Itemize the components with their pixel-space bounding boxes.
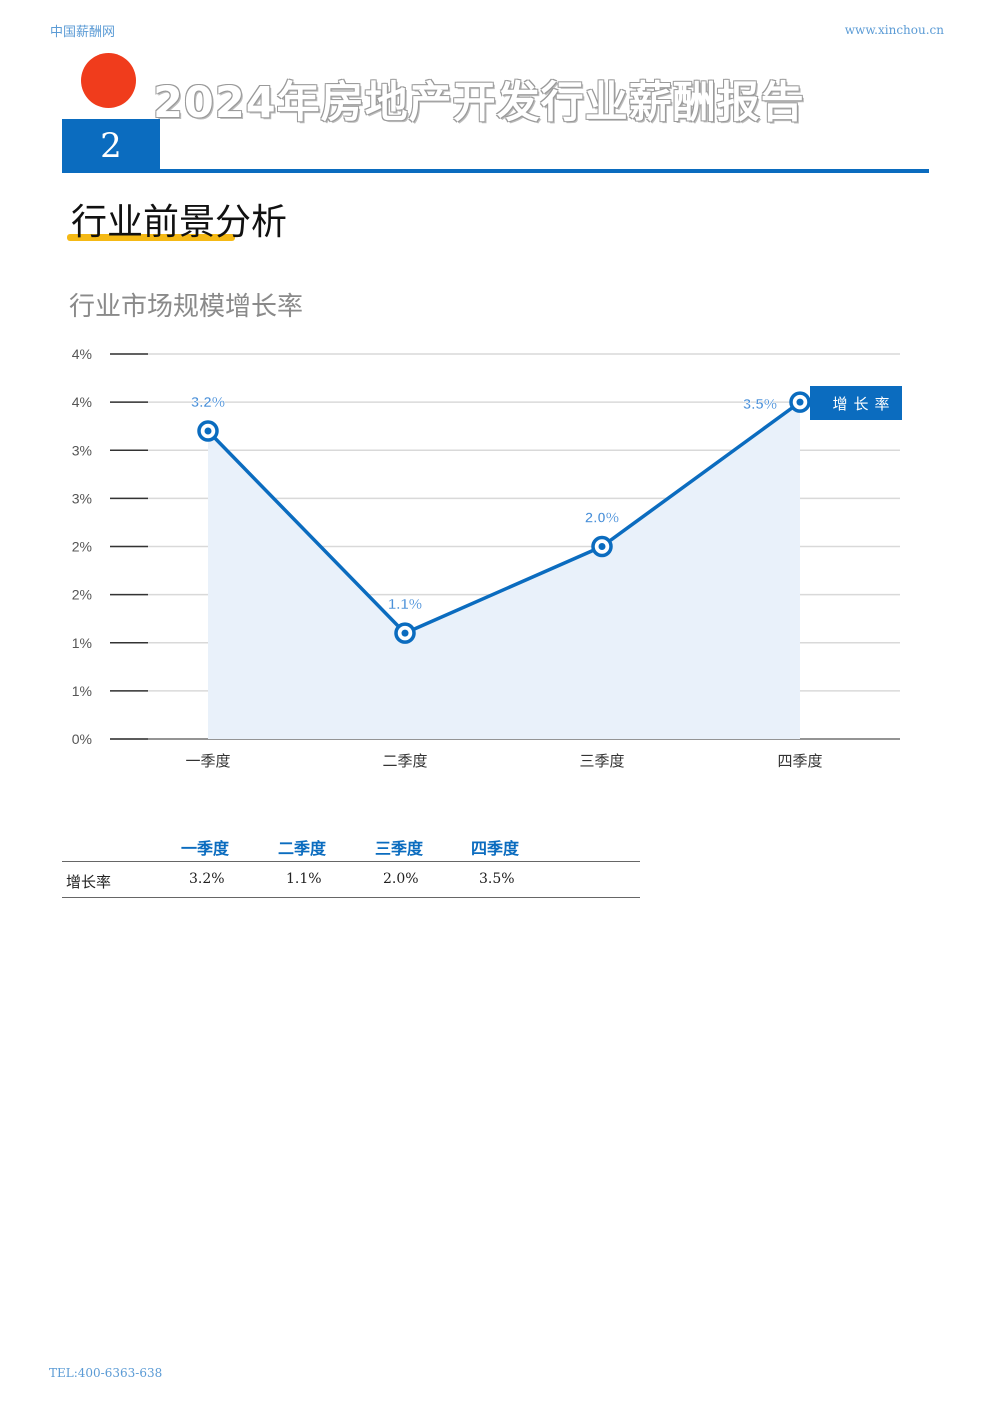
table-column-header: 四季度 <box>471 839 520 858</box>
site-name: 中国薪酬网 <box>50 25 116 40</box>
y-tick-label: 4% <box>72 394 92 410</box>
y-tick-label: 2% <box>72 587 92 603</box>
data-table: 一季度 二季度 三季度 四季度 增长率 3.2% 1.1% 2.0% 3.5% <box>62 826 640 898</box>
data-label: 2.0% <box>585 510 619 527</box>
series-line <box>206 400 802 635</box>
y-tick-label: 1% <box>72 635 92 651</box>
site-url[interactable]: www.xinchou.cn <box>844 23 944 37</box>
section-title: 行业前景分析 <box>71 202 288 243</box>
table-column-header: 二季度 <box>278 839 327 858</box>
chapter-number: 2 <box>100 125 122 166</box>
x-category-label: 四季度 <box>777 752 822 770</box>
growth-rate-line-chart: 0% 1% 1% 2% 2% 3% 3% 4% 4% 3.2% 1.1% 2.0% 3.5% 一季度 二季度… <box>72 346 902 770</box>
y-tick-label: 0% <box>72 731 92 747</box>
table-column-header: 三季度 <box>375 839 424 858</box>
chart-title: 行业市场规模增长率 <box>69 292 304 322</box>
legend-box <box>810 386 902 420</box>
table-header-row: 一季度 二季度 三季度 四季度 <box>62 826 640 862</box>
table-column-header: 一季度 <box>181 839 230 858</box>
footer-telephone: TEL:400-6363-638 <box>49 1366 163 1380</box>
table-cell: 1.1% <box>286 871 322 887</box>
data-label: 1.1% <box>388 596 422 613</box>
section-title-underline <box>67 234 235 241</box>
chapter-number-badge: 2 <box>62 119 160 172</box>
table-row: 增长率 3.2% 1.1% 2.0% 3.5% <box>62 862 640 898</box>
data-label: 3.2% <box>191 394 225 411</box>
table-cell: 3.2% <box>189 871 225 887</box>
data-point-marker-dot <box>401 629 409 637</box>
decorative-red-circle <box>81 53 136 108</box>
y-tick-label: 3% <box>72 490 92 506</box>
y-tick-label: 3% <box>72 442 92 458</box>
x-category-label: 三季度 <box>579 752 624 770</box>
table-cell: 2.0% <box>383 871 419 887</box>
data-point-marker-dot <box>796 398 804 406</box>
y-tick-label: 4% <box>72 346 92 362</box>
x-category-label: 一季度 <box>185 752 230 770</box>
table-body: 增长率 3.2% 1.1% 2.0% 3.5% <box>62 862 640 898</box>
x-category-label: 二季度 <box>382 752 427 770</box>
data-point-marker-dot <box>598 543 606 550</box>
data-point-marker-dot <box>204 427 212 435</box>
report-title: 2024年房地产开发行业薪酬报告 <box>153 78 805 128</box>
y-tick-label: 2% <box>72 539 92 555</box>
chapter-divider <box>62 169 929 173</box>
table-row-label: 增长率 <box>66 873 112 891</box>
legend-label: 增长率 <box>832 395 895 413</box>
table-cell: 3.5% <box>479 871 515 887</box>
y-tick-label: 1% <box>72 683 92 699</box>
data-label: 3.5% <box>743 396 777 413</box>
series-area-fill <box>208 402 800 739</box>
